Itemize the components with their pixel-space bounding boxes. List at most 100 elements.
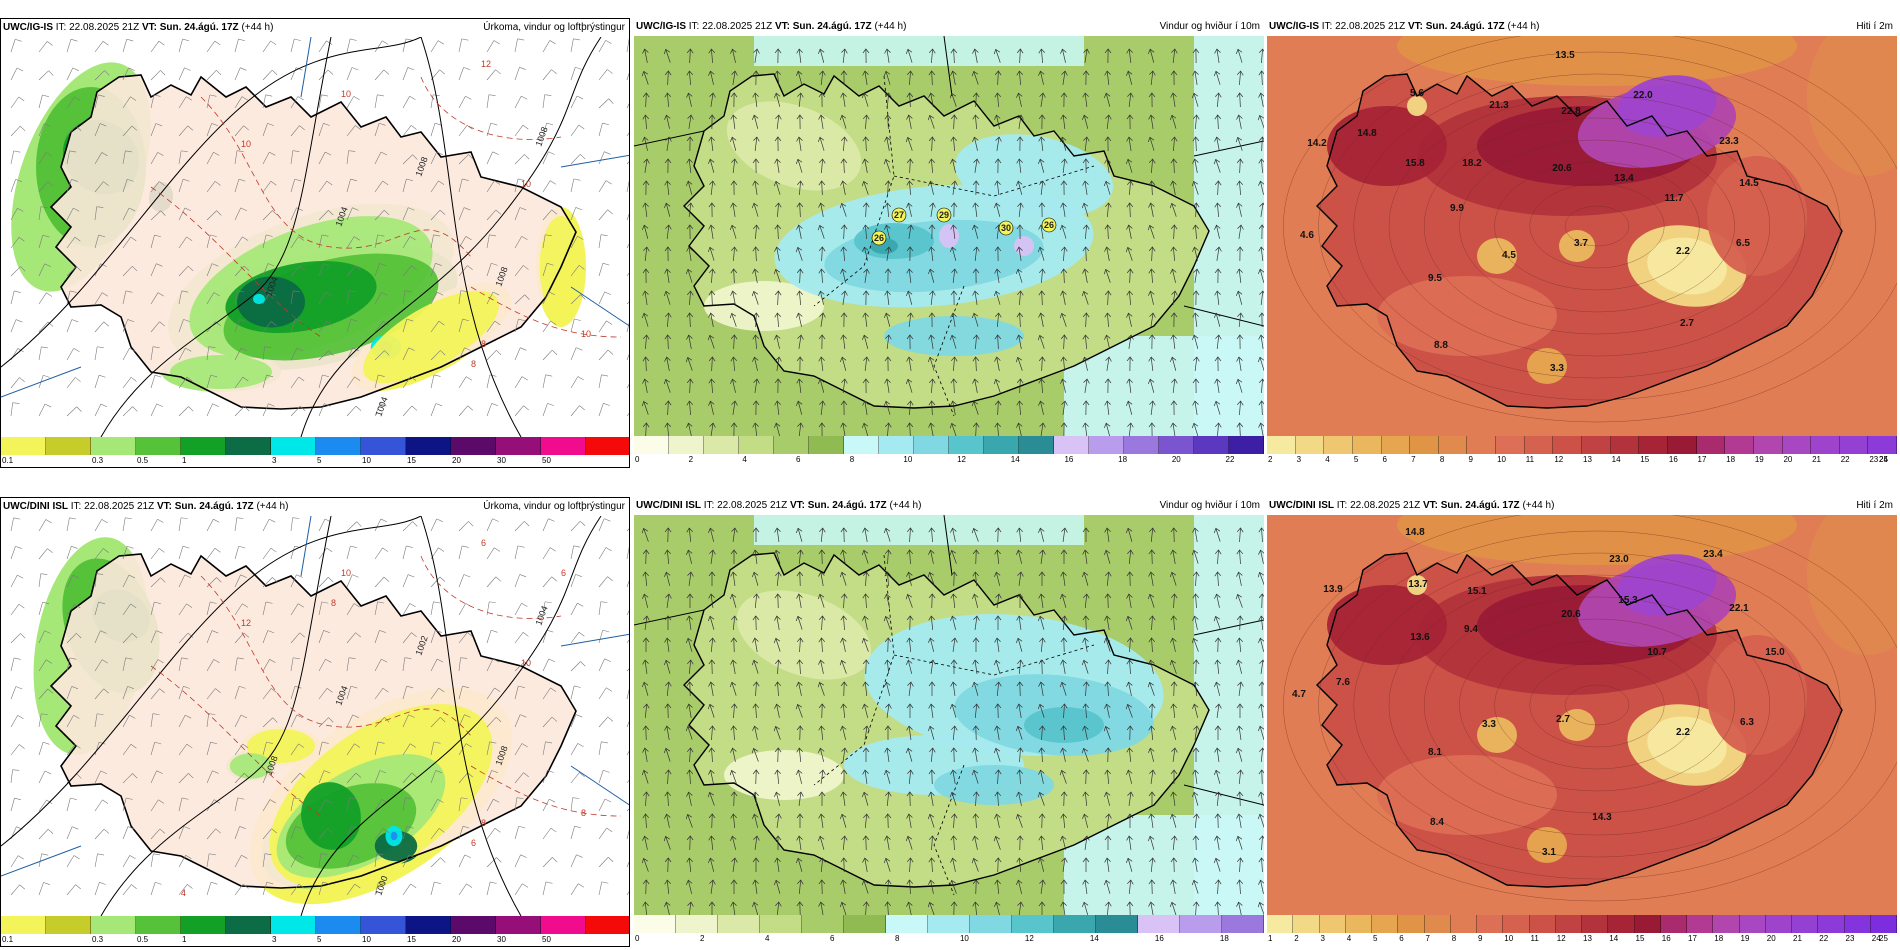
colorbar-cell (361, 437, 406, 455)
temperature-value: 22.8 (1561, 106, 1581, 117)
colorbar-tick: 12 (1024, 934, 1034, 943)
panel-header: UWC/DINI ISL IT: 22.08.2025 21Z VT: Sun.… (1267, 497, 1897, 515)
colorbar-cell (879, 436, 914, 454)
colorbar-cell (760, 915, 802, 933)
gust-marker: 27 (891, 207, 907, 223)
panel-header: UWC/DINI ISL IT: 22.08.2025 21Z VT: Sun.… (1, 498, 629, 516)
panel-title: Hiti í 2m (1856, 500, 1893, 511)
colorbar-tick: 24 (1871, 934, 1881, 943)
colorbar-cell (1818, 915, 1845, 933)
colorbar-cell (634, 915, 676, 933)
temperature-value: 8.1 (1428, 747, 1442, 758)
colorbar-cell (886, 915, 928, 933)
colorbar-cell (774, 436, 809, 454)
colorbar-tick: 0.3 (92, 935, 104, 944)
panel-title: Vindur og hviður í 10m (1159, 500, 1260, 511)
colorbar-cell (226, 916, 271, 934)
temperature-value: 13.5 (1555, 50, 1575, 61)
temperature-value: 22.1 (1729, 603, 1749, 614)
colorbar-tick: 6 (1399, 934, 1404, 943)
svg-text:29: 29 (939, 210, 949, 220)
temperature-label: 8 (581, 808, 586, 818)
colorbar-tick: 6 (796, 455, 801, 464)
lead-time: (+44 h) (1507, 21, 1540, 32)
region-borders (813, 75, 1095, 417)
colorbar-cell (1319, 915, 1346, 933)
colorbar-cell (634, 436, 669, 454)
colorbar-tick: 0.3 (92, 456, 104, 465)
isobars (1, 37, 602, 437)
colorbar-tick: 20 (452, 935, 461, 944)
colorbar-tick: 11 (1530, 934, 1539, 943)
temperature-value: 2.2 (1676, 727, 1690, 738)
temperature-label: 10 (521, 179, 531, 189)
colorbar-cell (1713, 915, 1740, 933)
colorbar-cell (739, 436, 774, 454)
temperature-label: 8 (481, 818, 486, 828)
colorbar-cell (914, 436, 949, 454)
colorbar-tick: 17 (1697, 455, 1707, 464)
colorbar-cell (181, 437, 226, 455)
colorbar-tick: 18 (1726, 455, 1736, 464)
init-time: 22.08.2025 21Z (84, 501, 155, 512)
colorbar-tick: 15 (1640, 455, 1650, 464)
colorbar-tick: 4 (1325, 455, 1330, 464)
panel-title: Hiti í 2m (1856, 21, 1893, 32)
colorbar-tick: 8 (1439, 455, 1445, 464)
panel-header: UWC/DINI ISL IT: 22.08.2025 21Z VT: Sun.… (634, 497, 1264, 515)
coastline (683, 73, 1210, 409)
init-time-label: IT: (1321, 21, 1333, 32)
colorbar-tick: 24 (1879, 455, 1888, 464)
panel-title: Úrkoma, vindur og loftþrýstingur (483, 22, 625, 33)
colorbar-cell (91, 437, 136, 455)
colorbar-tick: 10 (362, 456, 371, 465)
map-wind (634, 515, 1264, 915)
temperature-value: 13.9 (1323, 584, 1343, 595)
colorbar-tick: 11 (1525, 455, 1535, 464)
svg-text:26: 26 (1044, 220, 1054, 230)
colorbar-ticks: 0.1 0.3 0.5 1 3 5 10 15 20 30 50 (1, 934, 629, 946)
coastline (49, 74, 577, 410)
gust-marker: 26 (871, 230, 887, 246)
colorbar-cell (1687, 915, 1714, 933)
coastline (1316, 552, 1843, 888)
temperature-value: 4.5 (1502, 250, 1516, 261)
colorbar-tick: 7 (1411, 455, 1416, 464)
temperature-value: 3.3 (1550, 363, 1564, 374)
temperature-value: 15.0 (1765, 647, 1785, 658)
colorbar-cell (1450, 915, 1477, 933)
temperature-value: 14.2 (1307, 138, 1327, 149)
colorbar-cell (46, 916, 91, 934)
temperature-label: 10 (581, 329, 591, 339)
temperature-label: 8 (481, 339, 486, 349)
colorbar-tick: 20 (1171, 455, 1181, 464)
colorbar-cell (1639, 436, 1668, 454)
colorbar-tick: 10 (959, 934, 969, 943)
colorbar-cell (1352, 436, 1382, 454)
colorbar-tick: 3 (1320, 934, 1325, 943)
temperature-value: 23.3 (1719, 136, 1739, 147)
colorbar-cell (1222, 915, 1264, 933)
temperature-value: 11.7 (1665, 193, 1684, 204)
valid-time-label: VT: (1422, 500, 1438, 511)
temperature-value: 5.6 (1410, 88, 1424, 99)
colorbar-tick: 22 (1225, 455, 1235, 464)
colorbar-tick: 6 (829, 934, 835, 943)
colorbar-cell (1792, 915, 1819, 933)
panel-header: UWC/IG-IS IT: 22.08.2025 21Z VT: Sun. 24… (1267, 18, 1897, 36)
temperature-value: 6.3 (1740, 717, 1754, 728)
init-time: 22.08.2025 21Z (1335, 21, 1406, 32)
temperature-label: 12 (481, 59, 491, 69)
map-wind: 27 29 30 26 26 (634, 36, 1264, 436)
colorbar-cell (586, 437, 629, 455)
colorbar-cell (949, 436, 984, 454)
colorbar-cell (1811, 436, 1840, 454)
panel-temp-0: UWC/IG-IS IT: 22.08.2025 21Z VT: Sun. 24… (1267, 18, 1897, 468)
temperature-value: 14.8 (1405, 527, 1425, 538)
colorbar (634, 436, 1264, 454)
run-info: UWC/DINI ISL IT: 22.08.2025 21Z VT: Sun.… (1269, 497, 1554, 515)
colorbar-cell (181, 916, 226, 934)
colorbar-tick: 5 (1353, 455, 1359, 464)
isobars (1, 516, 602, 916)
colorbar-ticks: 1 2 3 4 5 6 7 8 9 10 11 12 13 14 15 16 17 18 19 20 21 22 23 24 2… (1267, 933, 1897, 945)
